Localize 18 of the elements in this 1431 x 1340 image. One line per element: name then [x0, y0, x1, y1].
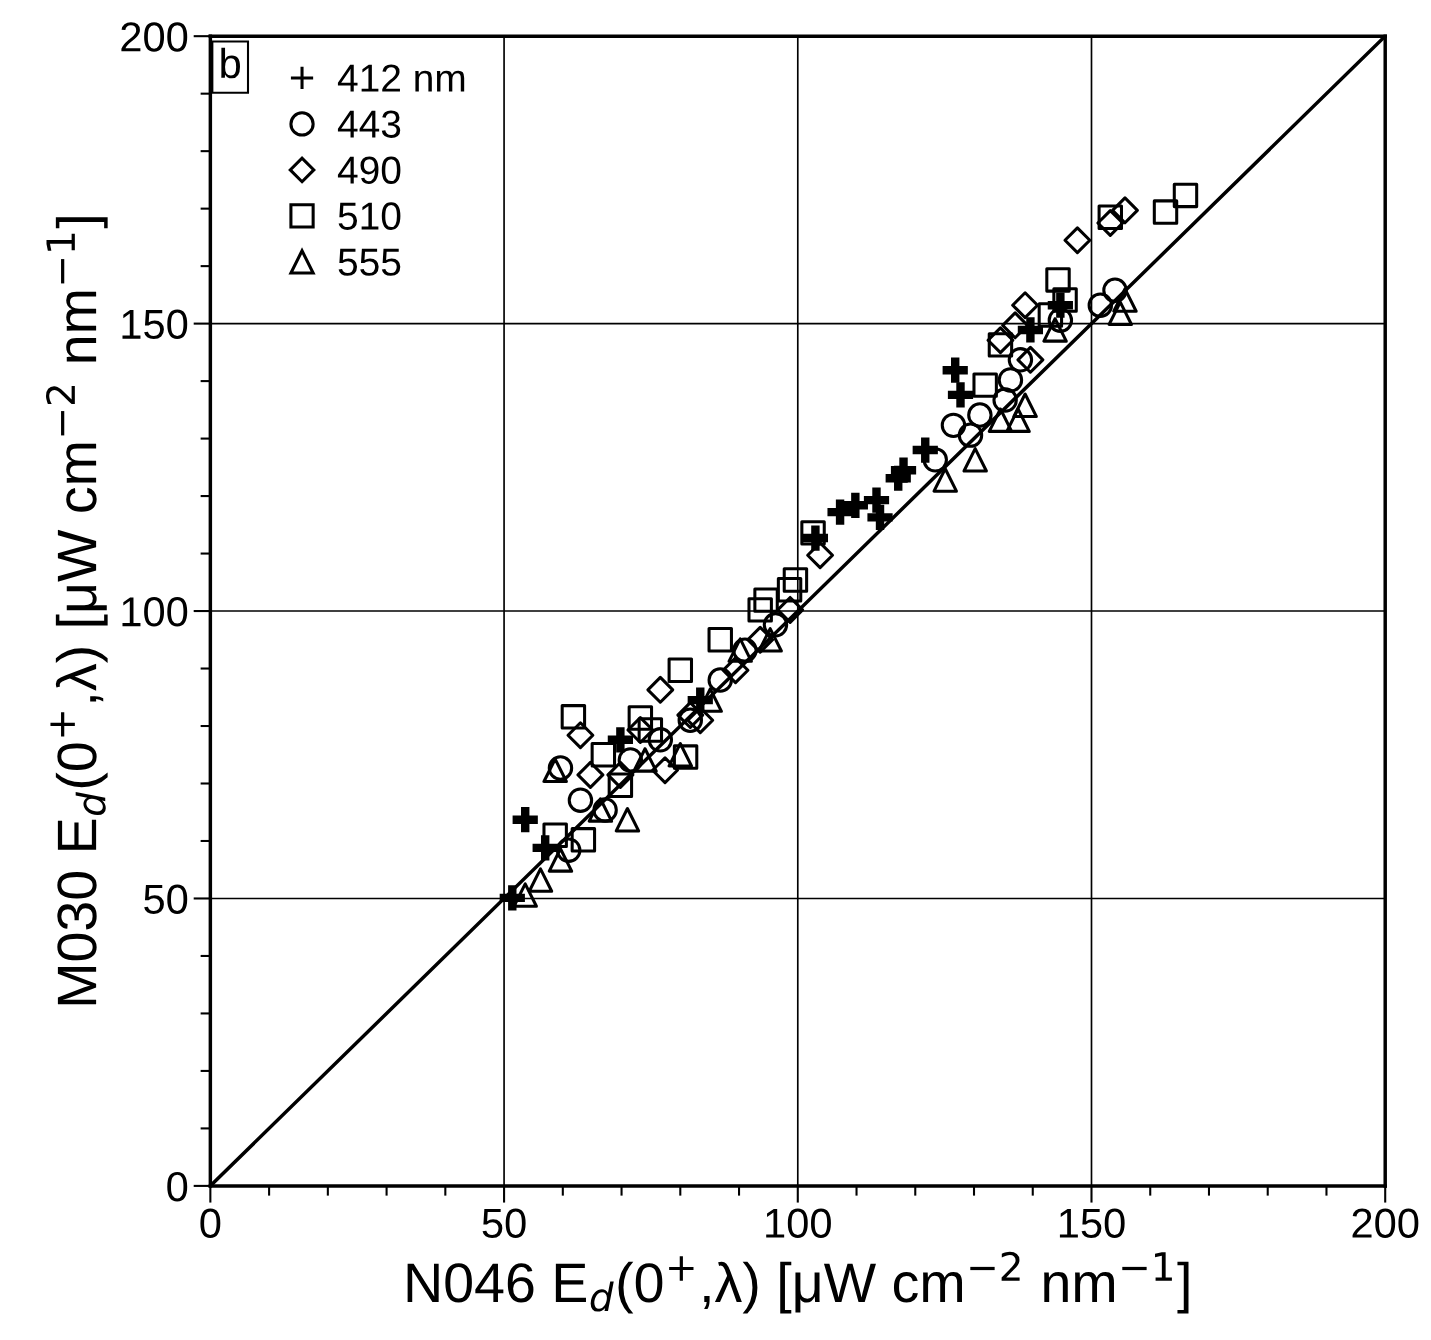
x-tick-label: 50: [482, 1208, 526, 1239]
x-tick-label: 0: [200, 1208, 221, 1239]
legend-label: 555: [338, 248, 401, 276]
legend-label: 510: [338, 202, 401, 230]
legend-label: 490: [337, 156, 401, 184]
y-tick-label: 200: [121, 22, 188, 52]
legend-label: 412 nm: [337, 64, 465, 92]
y-tick-label: 50: [144, 884, 188, 914]
annotation: b: [221, 47, 241, 79]
y-tick-label: 0: [167, 1171, 188, 1202]
x-tick-label: 100: [766, 1208, 831, 1239]
legend-label: 443: [337, 110, 401, 138]
x-tick-label: 150: [1059, 1208, 1125, 1239]
y-tick-label: 150: [122, 309, 188, 340]
y-tick-label: 100: [122, 597, 188, 627]
text: M030 E$_{d}$(0$^{+}$,λ) [μW cm$^{−2}$ nm$^{−1}$]: [45, 217, 108, 1005]
x-tick-label: 200: [1352, 1208, 1419, 1239]
text: N046 E$_{d}$(0$^{+}$,λ) [μW cm$^{−2}$ nm$^{−1}$]: [407, 1251, 1189, 1314]
